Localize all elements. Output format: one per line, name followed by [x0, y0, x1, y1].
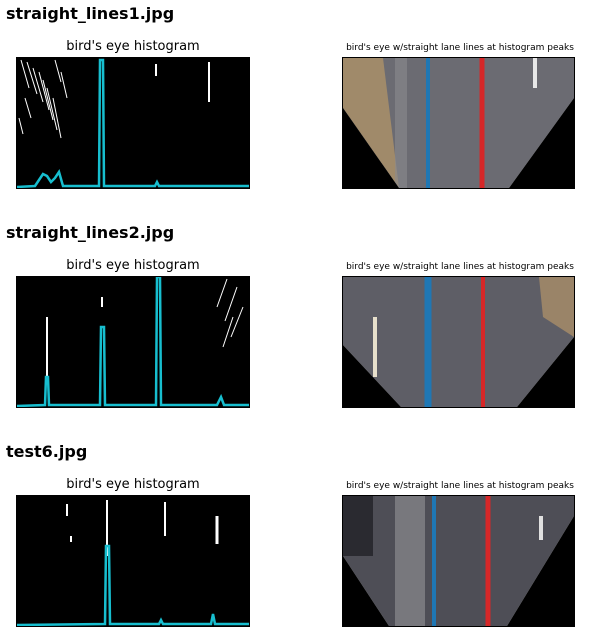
- row-3-histogram-title: bird's eye histogram: [66, 477, 200, 492]
- row-1-histogram-image: [17, 58, 249, 188]
- row-2-birds-eye-panel: [342, 276, 575, 408]
- row-3-filename: test6.jpg: [6, 442, 88, 461]
- row-1-birds-eye-image: [343, 58, 574, 188]
- row-2-histogram-panel: [16, 276, 250, 408]
- row-2-histogram-curve: [17, 277, 249, 407]
- row-3-histogram-image: [17, 496, 249, 626]
- row-3-histogram-curve: [17, 544, 249, 626]
- row-1-filename: straight_lines1.jpg: [6, 4, 175, 23]
- row-3-birds-eye-image: [343, 496, 574, 626]
- row-1-birds-eye-panel: [342, 57, 575, 189]
- row-3-birds-eye-panel: [342, 495, 575, 627]
- row-1-histogram-curve: [17, 58, 249, 188]
- row-2-birds-eye-image: [343, 277, 574, 407]
- row-2-histogram-image: [17, 277, 249, 407]
- row-2-birds-eye-title: bird's eye w/straight lane lines at hist…: [346, 262, 574, 272]
- row-2-filename: straight_lines2.jpg: [6, 223, 175, 242]
- row-1-birds-eye-title: bird's eye w/straight lane lines at hist…: [346, 43, 574, 53]
- row-3-birds-eye-title: bird's eye w/straight lane lines at hist…: [346, 481, 574, 491]
- row-3-histogram-panel: [16, 495, 250, 627]
- row-2-histogram-title: bird's eye histogram: [66, 258, 200, 273]
- row-1-histogram-panel: [16, 57, 250, 189]
- row-1-histogram-title: bird's eye histogram: [66, 39, 200, 54]
